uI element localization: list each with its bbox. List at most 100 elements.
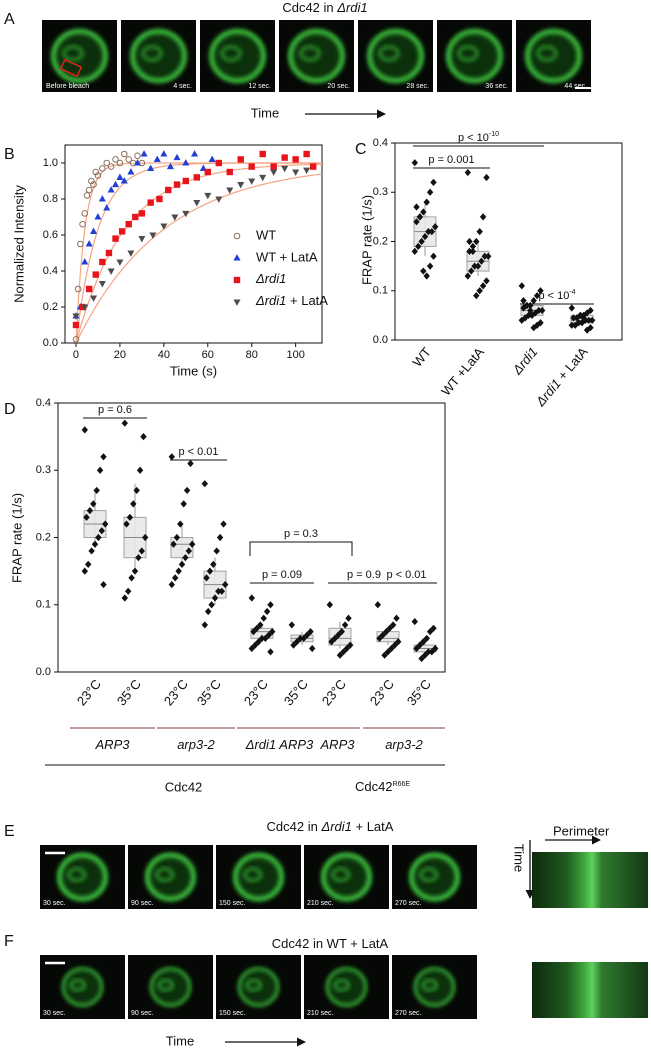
point: [303, 167, 311, 175]
point: [85, 285, 93, 293]
point: [248, 178, 256, 185]
text-part: arp3-2: [385, 737, 423, 752]
dot: [418, 654, 425, 663]
panel-letter: C: [355, 141, 367, 158]
dot: [300, 634, 307, 642]
x-tick-label: WT +LatA: [438, 344, 487, 398]
dot: [183, 486, 191, 495]
y-tick-label: 0.2: [43, 301, 58, 313]
dot: [201, 480, 208, 488]
y-tick-label: 0.3: [36, 464, 51, 476]
p-value: p = 0.09: [262, 569, 302, 581]
point: [270, 169, 278, 176]
kymo-axis-label: Time: [512, 844, 527, 872]
dot: [381, 651, 388, 659]
dot: [413, 218, 420, 226]
dot: [468, 267, 475, 275]
dot: [466, 247, 473, 255]
p-value: p = 0.001: [428, 154, 474, 166]
dot: [215, 587, 222, 595]
dot: [416, 641, 424, 649]
x-tick-label: Δrdi1 + LatA: [533, 344, 592, 410]
fit-curve: [75, 162, 322, 344]
dot: [98, 527, 105, 535]
dot: [142, 533, 149, 542]
point: [133, 159, 142, 166]
dot: [208, 601, 215, 609]
legend-marker: [233, 254, 241, 261]
dot: [386, 624, 393, 632]
text-part: Δrdi1: [509, 344, 541, 378]
dot: [126, 513, 134, 521]
dot: [391, 641, 398, 649]
frame-label: 150 sec.: [219, 900, 246, 907]
group-label: arp3-2: [177, 737, 215, 752]
dot: [293, 638, 301, 646]
point: [112, 180, 120, 188]
panel-letter: B: [4, 146, 15, 163]
bracket: [249, 541, 353, 556]
point: [156, 195, 163, 203]
y-axis-label: FRAP rate (1/s): [359, 195, 374, 285]
point: [105, 249, 113, 257]
point: [226, 168, 233, 176]
point: [215, 196, 223, 203]
dot: [210, 560, 217, 568]
dot: [187, 459, 194, 468]
point: [98, 281, 106, 288]
cell-ring: [209, 28, 266, 84]
dot: [533, 321, 541, 329]
dot: [539, 306, 546, 315]
dot: [583, 309, 591, 317]
x-tick-label: 35°C: [114, 676, 144, 708]
cell-spot: [457, 45, 479, 62]
dot: [96, 466, 104, 474]
dot: [260, 614, 267, 622]
point: [72, 321, 80, 329]
x-tick-label: 23°C: [367, 676, 397, 708]
point: [85, 240, 93, 247]
dot: [532, 309, 539, 317]
frame-label: 20 sec.: [327, 83, 350, 90]
dot: [568, 321, 575, 329]
dot: [206, 567, 214, 575]
x-tick-label: 35°C: [281, 676, 311, 708]
dot: [582, 316, 589, 324]
point: [112, 156, 119, 163]
cell-ring: [320, 852, 373, 902]
cell-spot: [243, 867, 263, 882]
point: [94, 213, 102, 220]
dot: [250, 628, 257, 636]
group-label: Cdc42: [165, 779, 203, 794]
dot: [481, 252, 488, 260]
dot: [523, 301, 531, 310]
cell-ring: [51, 28, 108, 84]
text-part: Δrdi1: [336, 0, 367, 15]
dot: [85, 560, 92, 568]
cell-spot: [536, 45, 558, 62]
y-tick-label: 0.2: [373, 235, 388, 247]
point: [90, 295, 98, 302]
dot: [267, 601, 274, 609]
point: [215, 159, 222, 167]
point: [191, 150, 199, 157]
frame-label: 36 sec.: [485, 83, 508, 90]
point: [292, 156, 299, 163]
dot: [483, 277, 490, 285]
frame-label: 12 sec.: [248, 83, 271, 90]
dot: [589, 316, 596, 324]
dot: [413, 644, 420, 653]
point: [81, 304, 89, 311]
dot: [423, 198, 430, 206]
dot: [255, 638, 262, 646]
y-tick-label: 0.1: [373, 285, 388, 297]
dot: [577, 311, 584, 319]
cell-spot: [69, 978, 86, 992]
frame-label: 90 sec.: [131, 900, 154, 907]
text-part: + LatA: [286, 293, 328, 308]
point: [237, 156, 244, 163]
dot: [520, 297, 527, 305]
dot: [172, 574, 179, 582]
point: [147, 164, 155, 171]
